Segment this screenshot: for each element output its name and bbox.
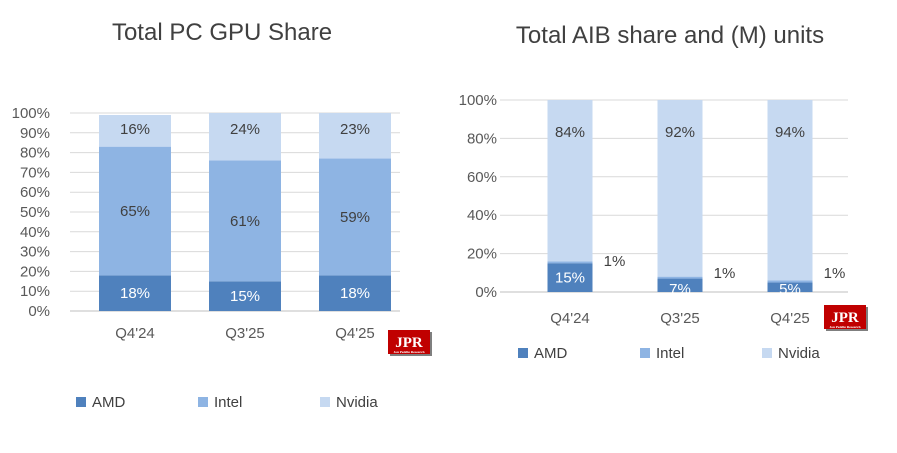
y-tick-label: 60% — [467, 169, 497, 186]
chart-title: Total PC GPU Share — [112, 19, 332, 46]
bar-nvidia-1 — [99, 114, 171, 147]
y-tick-label: 60% — [20, 184, 50, 201]
y-tick-label: 40% — [467, 207, 497, 224]
data-label-nvidia: 24% — [230, 121, 260, 138]
bar-intel-1 — [547, 261, 593, 264]
bar-amd-1 — [99, 275, 171, 311]
legend-swatch-intel — [198, 397, 208, 407]
y-tick-label: 0% — [475, 284, 497, 301]
chart-1: Total PC GPU Share 0% 10% 20% 30% 40% 50% 60% 70… — [12, 19, 400, 411]
legend-label-nvidia: Nvidia — [778, 345, 820, 362]
legend-label-amd: AMD — [534, 345, 568, 362]
y-tick-label: 70% — [20, 164, 50, 181]
y-tick-label: 20% — [467, 246, 497, 263]
data-label-amd: 18% — [120, 285, 150, 302]
x-category-label: Q4'25 — [335, 325, 375, 342]
y-tick-label: 30% — [20, 244, 50, 261]
bar-amd-2 — [209, 281, 281, 311]
y-tick-label: 50% — [20, 204, 50, 221]
legend-swatch-nvidia — [762, 348, 772, 358]
bar-intel-2 — [209, 160, 281, 282]
data-label-intel: 65% — [120, 203, 150, 220]
data-label-nvidia: 84% — [555, 124, 585, 141]
legend-label-amd: AMD — [92, 394, 126, 411]
bar-nvidia-3 — [767, 100, 813, 281]
bar-amd-3 — [319, 275, 391, 311]
data-label-amd: 15% — [230, 288, 260, 305]
bar-nvidia-2 — [209, 113, 281, 161]
chart-title: Total AIB share and (M) units — [516, 22, 824, 49]
y-tick-label: 90% — [20, 125, 50, 142]
y-tick-label: 0% — [28, 303, 50, 320]
data-label-intel: 1% — [604, 253, 626, 270]
data-label-nvidia: 23% — [340, 121, 370, 138]
x-category-label: Q4'24 — [550, 310, 590, 327]
x-category-label: Q4'25 — [770, 310, 810, 327]
data-label-amd: 15% — [555, 270, 585, 287]
bar-intel-3 — [767, 280, 813, 283]
y-tick-label: 100% — [459, 92, 497, 109]
svg-text:JPR: JPR — [395, 335, 423, 351]
legend-label-nvidia: Nvidia — [336, 394, 378, 411]
svg-text:JPR: JPR — [831, 310, 859, 326]
x-category-label: Q4'24 — [115, 325, 155, 342]
data-label-intel: 59% — [340, 209, 370, 226]
bar-amd-2 — [657, 278, 703, 292]
svg-text:Jon Peddie Research: Jon Peddie Research — [829, 325, 860, 329]
svg-text:Jon Peddie Research: Jon Peddie Research — [393, 350, 424, 354]
x-category-label: Q3'25 — [225, 325, 265, 342]
legend-swatch-nvidia — [320, 397, 330, 407]
legend-swatch-amd — [76, 397, 86, 407]
data-label-nvidia: 92% — [665, 124, 695, 141]
bar-nvidia-1 — [547, 100, 593, 262]
bar-nvidia-2 — [657, 100, 703, 277]
bar-amd-1 — [547, 263, 593, 292]
bar-intel-2 — [657, 276, 703, 279]
legend-swatch-intel — [640, 348, 650, 358]
data-label-intel: 1% — [824, 265, 846, 282]
y-tick-label: 10% — [20, 283, 50, 300]
bar-intel-3 — [319, 158, 391, 276]
data-label-nvidia: 16% — [120, 121, 150, 138]
chart-2: Total AIB share and (M) units 0% 20% 40% 60%… — [459, 22, 848, 362]
data-label-nvidia: 94% — [775, 124, 805, 141]
legend-swatch-amd — [518, 348, 528, 358]
y-tick-label: 40% — [20, 224, 50, 241]
y-tick-label: 80% — [467, 130, 497, 147]
data-label-intel: 1% — [714, 265, 736, 282]
bar-intel-1 — [99, 146, 171, 276]
legend-label-intel: Intel — [656, 345, 684, 362]
y-tick-label: 80% — [20, 145, 50, 162]
legend-label-intel: Intel — [214, 394, 242, 411]
x-category-label: Q3'25 — [660, 310, 700, 327]
data-label-intel: 61% — [230, 213, 260, 230]
data-label-amd: 5% — [779, 281, 801, 298]
y-tick-label: 20% — [20, 263, 50, 280]
y-tick-label: 100% — [12, 105, 50, 122]
data-label-amd: 7% — [669, 281, 691, 298]
bar-nvidia-3 — [319, 113, 391, 159]
data-label-amd: 18% — [340, 285, 370, 302]
bar-amd-3 — [767, 282, 813, 292]
